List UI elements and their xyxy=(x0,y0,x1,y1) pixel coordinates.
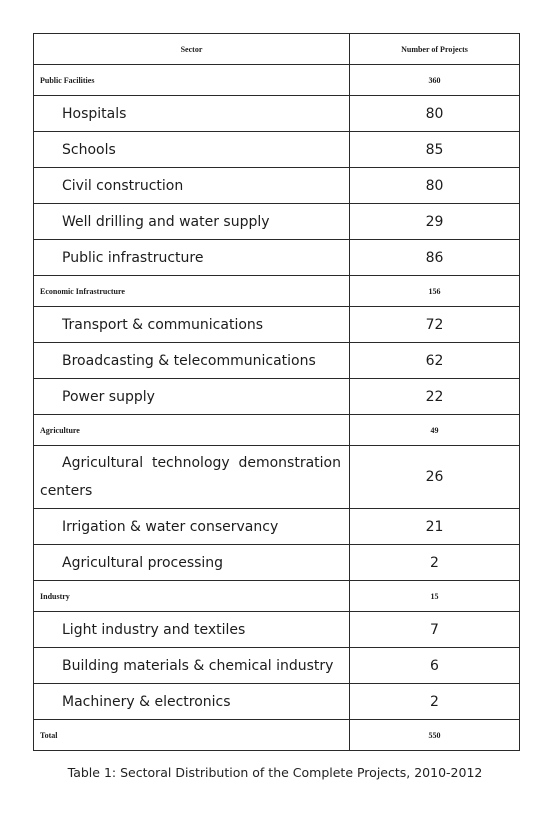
table-row: Power supply 22 xyxy=(33,378,520,415)
header-number-of-projects: Number of Projects xyxy=(349,33,520,65)
table-row: Machinery & electronics 2 xyxy=(33,683,520,720)
project-count: 2 xyxy=(349,683,520,720)
table-row: Well drilling and water supply 29 xyxy=(33,203,520,240)
category-total: 360 xyxy=(349,64,520,96)
category-total: 15 xyxy=(349,580,520,612)
category-name: Public Facilities xyxy=(33,64,350,96)
sector-name: Machinery & electronics xyxy=(33,683,350,720)
category-total: 156 xyxy=(349,275,520,307)
table-row: Light industry and textiles 7 xyxy=(33,611,520,648)
header-row: Sector Number of Projects xyxy=(33,33,520,65)
total-label: Total xyxy=(33,719,350,751)
total-row: Total 550 xyxy=(33,719,520,751)
category-row-public-facilities: Public Facilities 360 xyxy=(33,64,520,96)
project-count: 62 xyxy=(349,342,520,379)
category-row-economic-infrastructure: Economic Infrastructure 156 xyxy=(33,275,520,307)
table-row: Building materials & chemical industry 6 xyxy=(33,647,520,684)
project-count: 29 xyxy=(349,203,520,240)
table-row: Broadcasting & telecommunications 62 xyxy=(33,342,520,379)
sector-name: Agricultural technology demonstration ce… xyxy=(33,445,350,509)
project-count: 26 xyxy=(349,445,520,509)
table-row: Agricultural technology demonstration ce… xyxy=(33,445,520,509)
table-row: Public infrastructure 86 xyxy=(33,239,520,276)
project-count: 80 xyxy=(349,167,520,204)
header-sector: Sector xyxy=(33,33,350,65)
category-row-agriculture: Agriculture 49 xyxy=(33,414,520,446)
table-row: Transport & communications 72 xyxy=(33,306,520,343)
project-count: 21 xyxy=(349,508,520,545)
sector-name: Schools xyxy=(33,131,350,168)
sector-name: Irrigation & water conservancy xyxy=(33,508,350,545)
sector-name: Light industry and textiles xyxy=(33,611,350,648)
category-total: 49 xyxy=(349,414,520,446)
table-row: Civil construction 80 xyxy=(33,167,520,204)
total-value: 550 xyxy=(349,719,520,751)
category-name: Industry xyxy=(33,580,350,612)
project-count: 86 xyxy=(349,239,520,276)
category-row-industry: Industry 15 xyxy=(33,580,520,612)
sector-name: Public infrastructure xyxy=(33,239,350,276)
table-caption: Table 1: Sectoral Distribution of the Co… xyxy=(67,765,483,780)
sector-table: Sector Number of Projects Public Facilit… xyxy=(33,33,520,751)
sector-name: Power supply xyxy=(33,378,350,415)
sector-name: Broadcasting & telecommunications xyxy=(33,342,350,379)
project-count: 7 xyxy=(349,611,520,648)
table-row: Agricultural processing 2 xyxy=(33,544,520,581)
table-row: Hospitals 80 xyxy=(33,95,520,132)
project-count: 80 xyxy=(349,95,520,132)
project-count: 72 xyxy=(349,306,520,343)
sector-name: Transport & communications xyxy=(33,306,350,343)
project-count: 2 xyxy=(349,544,520,581)
project-count: 85 xyxy=(349,131,520,168)
table-row: Irrigation & water conservancy 21 xyxy=(33,508,520,545)
sector-name: Building materials & chemical industry xyxy=(33,647,350,684)
category-name: Economic Infrastructure xyxy=(33,275,350,307)
project-count: 22 xyxy=(349,378,520,415)
project-count: 6 xyxy=(349,647,520,684)
table-row: Schools 85 xyxy=(33,131,520,168)
sector-name: Agricultural processing xyxy=(33,544,350,581)
sector-name: Civil construction xyxy=(33,167,350,204)
sector-name: Well drilling and water supply xyxy=(33,203,350,240)
sector-name: Hospitals xyxy=(33,95,350,132)
category-name: Agriculture xyxy=(33,414,350,446)
